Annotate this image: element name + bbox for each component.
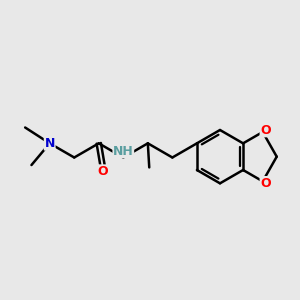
- Text: NH: NH: [113, 145, 134, 158]
- Text: N: N: [44, 137, 55, 150]
- Text: O: O: [260, 124, 271, 137]
- Text: O: O: [260, 176, 271, 190]
- Text: O: O: [98, 165, 108, 178]
